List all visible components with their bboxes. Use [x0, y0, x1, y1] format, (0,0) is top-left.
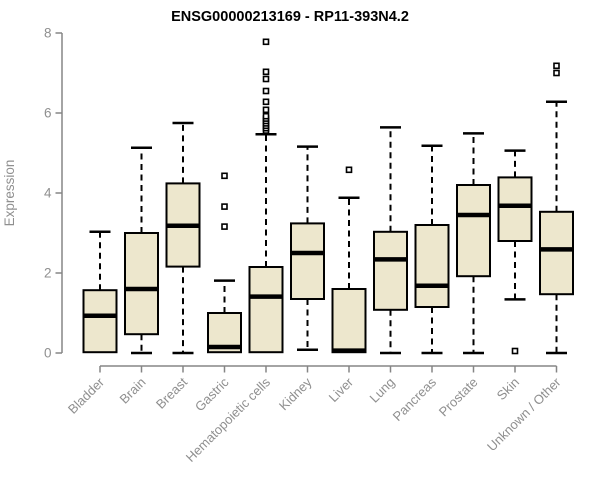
x-tick-label-prostate: Prostate [436, 375, 481, 420]
outlier-point [553, 62, 560, 70]
box-group-skin [497, 149, 533, 355]
outlier-point [553, 69, 560, 77]
x-tick-label-skin: Skin [494, 375, 522, 403]
outlier-point [262, 98, 270, 106]
box-group-lung [373, 126, 408, 355]
box-group-gastric [207, 172, 242, 354]
x-tick-label-brain: Brain [117, 375, 149, 407]
box-group-hematopoietic-cells [248, 38, 284, 354]
box-rect [290, 222, 325, 300]
outlier-point [221, 172, 228, 180]
y-tick-label: 6 [44, 106, 52, 121]
box-group-unknown-other [539, 62, 574, 355]
boxes [82, 38, 574, 355]
box-group-brain [124, 146, 159, 355]
chart-title: ENSG00000213169 - RP11-393N4.2 [171, 9, 409, 25]
outlier-point [221, 203, 228, 210]
box-rect [456, 184, 491, 278]
x-tick-label-bladder: Bladder [65, 374, 108, 417]
box-rect [248, 266, 284, 354]
box-rect [331, 288, 367, 354]
box-rect [124, 232, 159, 336]
box-rect [497, 176, 533, 242]
y-axis-title: Expression [2, 160, 17, 227]
outlier-point [262, 75, 270, 83]
box-group-bladder [82, 230, 118, 354]
y-tick-label: 0 [44, 346, 52, 361]
x-tick-label-unknown-other: Unknown / Other [484, 374, 564, 454]
x-tick-label-liver: Liver [326, 374, 357, 405]
box-group-pancreas [414, 144, 450, 355]
box-rect [373, 230, 408, 311]
outlier-point [511, 347, 519, 355]
outlier-point [262, 112, 270, 120]
box-rect [414, 224, 450, 308]
box-rect [82, 289, 118, 354]
y-tick-label: 4 [44, 186, 52, 201]
box-group-kidney [290, 145, 325, 352]
box-group-breast [165, 121, 201, 355]
box-group-liver [331, 166, 367, 354]
y-tick-label: 8 [44, 26, 52, 41]
x-tick-label-kidney: Kidney [276, 374, 315, 413]
x-tick-label-pancreas: Pancreas [390, 374, 440, 424]
x-tick-label-breast: Breast [153, 374, 190, 411]
y-tick-label: 2 [44, 266, 52, 281]
box-rect [539, 210, 574, 296]
x-tick-label-gastric: Gastric [192, 374, 232, 414]
outlier-point [262, 87, 270, 95]
x-tick-label-lung: Lung [367, 375, 398, 406]
outlier-point [345, 166, 353, 174]
outlier-point [262, 68, 270, 76]
outlier-point [221, 223, 228, 230]
outlier-point [262, 106, 270, 114]
outlier-point [262, 38, 270, 46]
box-group-prostate [456, 132, 491, 355]
